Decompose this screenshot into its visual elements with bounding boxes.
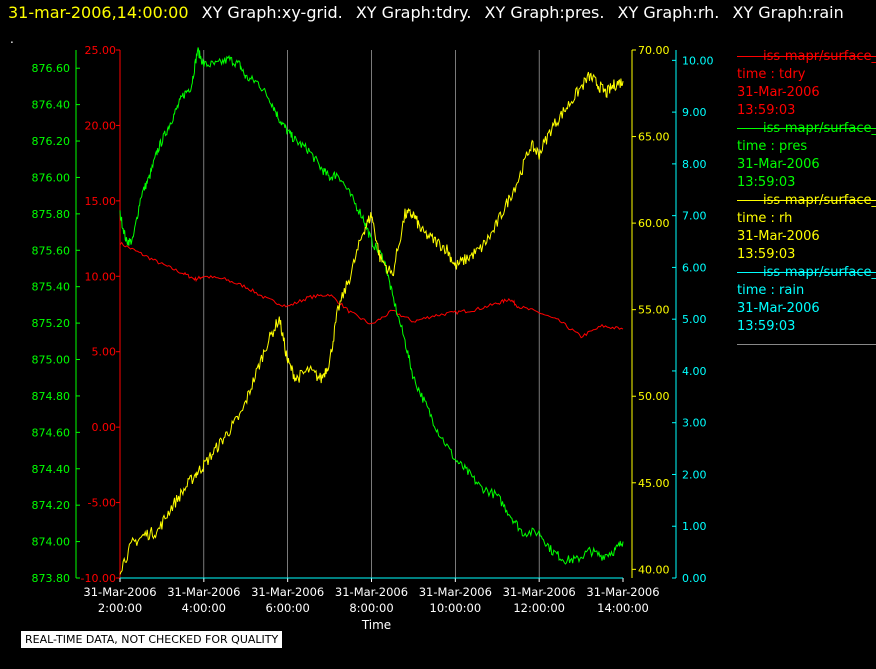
x-tick-date-label: 31-Mar-2006: [503, 585, 576, 599]
legend-var: time : tdry: [737, 67, 806, 82]
x-tick-date-label: 31-Mar-2006: [251, 585, 324, 599]
axis-tick-label-rain: 8.00: [682, 158, 707, 171]
axis-tick-label-tdry: 0.00: [92, 421, 117, 434]
axis-tick-label-rh: 70.00: [638, 44, 670, 57]
axis-tick-label-rh: 55.00: [638, 304, 670, 317]
legend-date: 31-Mar-2006: [737, 157, 820, 172]
legend-time: 13:59:03: [737, 103, 796, 118]
axis-tick-label-pres: 876.00: [32, 171, 71, 184]
series-line-tdry: [119, 241, 624, 339]
x-tick-time-label: 8:00:00: [349, 601, 393, 615]
x-tick-date-label: 31-Mar-2006: [167, 585, 240, 599]
axis-tick-label-rain: 10.00: [682, 54, 714, 67]
title-graph-rh: XY Graph:rh.: [617, 3, 720, 22]
axis-tick-label-pres: 874.40: [32, 463, 71, 476]
series-line-pres: [119, 47, 624, 565]
axis-tick-label-rain: 3.00: [682, 417, 707, 430]
series-line-rh: [119, 71, 624, 575]
axis-tick-label-rain: 2.00: [682, 468, 707, 481]
legend-time: 13:59:03: [737, 247, 796, 262]
axis-tick-label-tdry: -5.00: [88, 497, 116, 510]
axis-tick-label-rh: 65.00: [638, 131, 670, 144]
status-dot: .: [10, 32, 14, 46]
legend-source-text: iss-mapr/surface_: [763, 121, 876, 136]
axis-tick-label-tdry: 25.00: [85, 44, 117, 57]
axis-tick-label-rh: 50.00: [638, 390, 670, 403]
axis-tick-label-rh: 40.00: [638, 563, 670, 576]
x-tick-time-label: 2:00:00: [98, 601, 142, 615]
title-bar: 31-mar-2006,14:00:00 XY Graph:xy-grid. X…: [8, 3, 844, 22]
legend-source-text: iss-mapr/surface_: [763, 193, 876, 208]
title-graph-pres: XY Graph:pres.: [484, 3, 605, 22]
legend-source-text: iss-mapr/surface_: [763, 49, 876, 64]
legend-source: ——iss-mapr/surface_: [737, 48, 876, 65]
legend-separator: [737, 272, 876, 273]
x-tick-time-label: 6:00:00: [265, 601, 309, 615]
axis-tick-label-pres: 874.20: [32, 499, 71, 512]
x-tick-time-label: 4:00:00: [182, 601, 226, 615]
legend-source: ——iss-mapr/surface_: [737, 264, 876, 281]
axis-tick-label-pres: 875.60: [32, 244, 71, 257]
legend-var: time : pres: [737, 139, 808, 154]
quality-notice: REAL-TIME DATA, NOT CHECKED FOR QUALITY: [21, 631, 283, 648]
legend-separator: [737, 56, 876, 57]
axis-tick-label-tdry: 20.00: [85, 119, 117, 132]
axis-tick-label-rain: 4.00: [682, 365, 707, 378]
axis-tick-label-pres: 874.00: [32, 536, 71, 549]
x-axis-label: Time: [361, 618, 391, 632]
axis-tick-label-pres: 873.80: [32, 572, 71, 585]
x-tick-time-label: 10:00:00: [430, 601, 482, 615]
legend-source: ——iss-mapr/surface_: [737, 120, 876, 137]
legend-separator: [737, 200, 876, 201]
x-tick-time-label: 14:00:00: [597, 601, 649, 615]
axis-tick-label-pres: 876.40: [32, 99, 71, 112]
legend-source-text: iss-mapr/surface_: [763, 265, 876, 280]
axis-tick-label-rain: 6.00: [682, 261, 707, 274]
legend-date: 31-Mar-2006: [737, 301, 820, 316]
axis-tick-label-pres: 876.20: [32, 135, 71, 148]
axis-tick-label-tdry: 15.00: [85, 195, 117, 208]
legend-var: time : rh: [737, 211, 793, 226]
legend-var: time : rain: [737, 283, 805, 298]
axis-tick-label-pres: 876.60: [32, 62, 71, 75]
axis-tick-label-rain: 5.00: [682, 313, 707, 326]
legend-date: 31-Mar-2006: [737, 85, 820, 100]
axis-tick-label-pres: 875.40: [32, 281, 71, 294]
legend-date: 31-Mar-2006: [737, 229, 820, 244]
legend-source: ——iss-mapr/surface_: [737, 192, 876, 209]
legend-time: 13:59:03: [737, 319, 796, 334]
title-graph-rain: XY Graph:rain: [732, 3, 844, 22]
x-tick-time-label: 12:00:00: [513, 601, 565, 615]
legend-line-icon: ——: [737, 121, 763, 136]
axis-tick-label-tdry: 10.00: [85, 270, 117, 283]
legend-line-icon: ——: [737, 265, 763, 280]
axis-tick-label-pres: 875.80: [32, 208, 71, 221]
legend-line-icon: ——: [737, 49, 763, 64]
x-tick-date-label: 31-Mar-2006: [83, 585, 156, 599]
axis-tick-label-rh: 45.00: [638, 477, 670, 490]
title-graph-xy-grid: XY Graph:xy-grid.: [201, 3, 343, 22]
axis-tick-label-rain: 0.00: [682, 572, 707, 585]
axis-tick-label-tdry: 5.00: [92, 346, 117, 359]
legend-line-icon: ——: [737, 193, 763, 208]
axis-tick-label-pres: 874.60: [32, 426, 71, 439]
x-tick-date-label: 31-Mar-2006: [419, 585, 492, 599]
axis-tick-label-tdry: -10.00: [81, 572, 116, 585]
axis-tick-label-pres: 875.00: [32, 354, 71, 367]
axis-tick-label-rain: 1.00: [682, 520, 707, 533]
x-tick-date-label: 31-Mar-2006: [586, 585, 659, 599]
axis-tick-label-rh: 60.00: [638, 217, 670, 230]
title-timestamp: 31-mar-2006,14:00:00: [8, 3, 189, 22]
x-tick-date-label: 31-Mar-2006: [335, 585, 408, 599]
axis-tick-label-rain: 9.00: [682, 106, 707, 119]
title-graph-tdry: XY Graph:tdry.: [355, 3, 472, 22]
axis-tick-label-rain: 7.00: [682, 210, 707, 223]
legend-end-separator: [737, 344, 876, 345]
axis-tick-label-pres: 875.20: [32, 317, 71, 330]
legend-time: 13:59:03: [737, 175, 796, 190]
legend-separator: [737, 128, 876, 129]
axis-tick-label-pres: 874.80: [32, 390, 71, 403]
